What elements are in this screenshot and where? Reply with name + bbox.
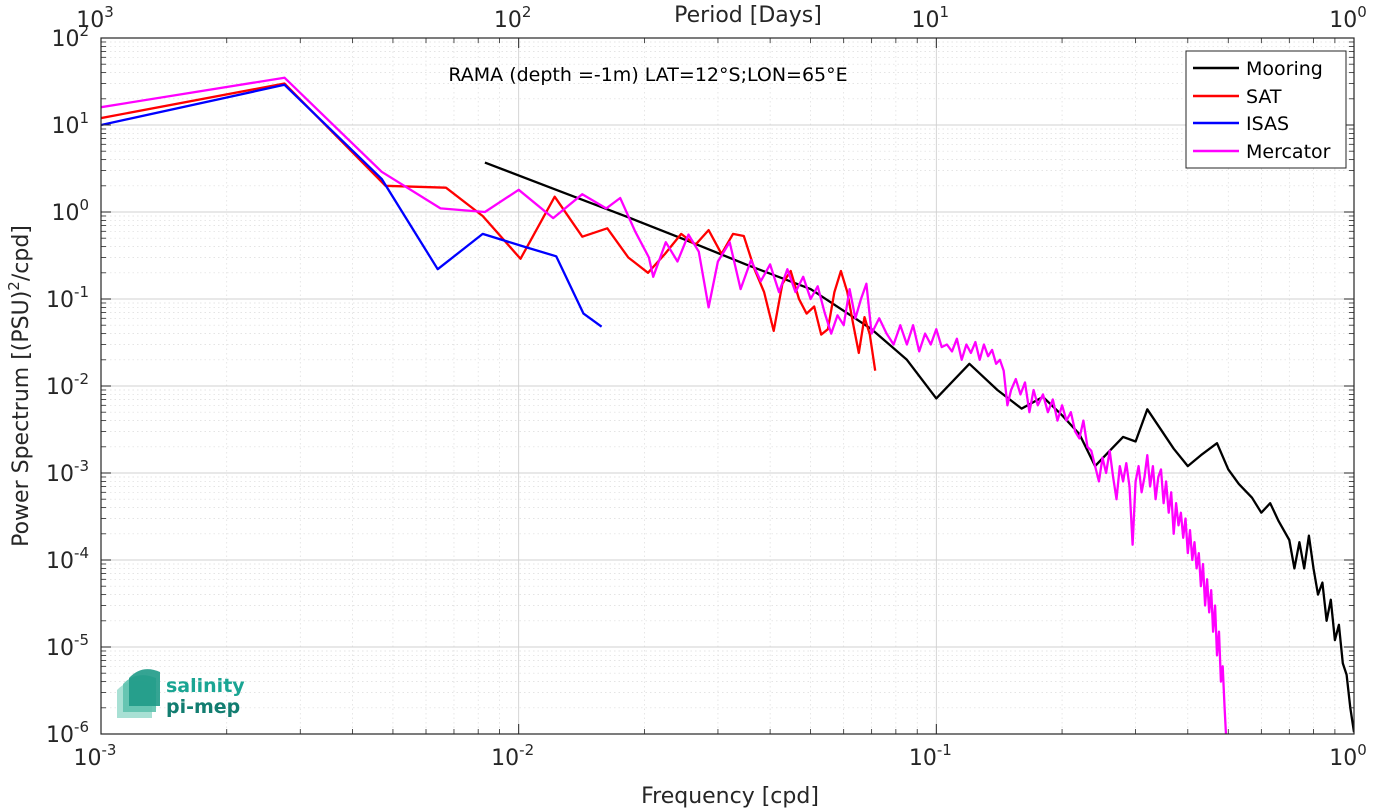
top-tick-label: 101 — [912, 3, 950, 33]
y-tick-label: 10-2 — [46, 370, 89, 400]
top-tick-label-base: 10 — [912, 8, 940, 33]
top-tick-label-exp: 1 — [940, 3, 950, 21]
x-tick-label-exp: -3 — [102, 741, 117, 759]
y-tick-label-base: 10 — [46, 549, 74, 574]
y-tick-label-exp: -6 — [74, 718, 89, 736]
legend-label-sat: SAT — [1246, 86, 1282, 108]
x-axis-label: Frequency [cpd] — [641, 784, 819, 809]
y-tick-label-base: 10 — [46, 375, 74, 400]
x-tick-label-exp: -2 — [519, 741, 534, 759]
salinity-pimep-logo: salinity pi-mep — [117, 669, 245, 718]
y-tick-label-base: 10 — [51, 27, 79, 52]
y-axis-label-sup: 2 — [5, 281, 23, 291]
series-line-mooring — [484, 161, 1354, 733]
top-tick-label-base: 10 — [494, 8, 522, 33]
y-tick-label: 10-4 — [46, 544, 89, 574]
y-tick-label: 10-6 — [46, 718, 89, 748]
x-tick-label-base: 10 — [909, 746, 937, 771]
x-tick-label: 10-3 — [74, 741, 117, 771]
series-line-isas — [101, 83, 603, 328]
x-tick-label: 10-1 — [909, 741, 952, 771]
top-axis-label: Period [Days] — [674, 3, 822, 28]
x-tick-label-base: 10 — [491, 746, 519, 771]
y-tick-label-base: 10 — [46, 288, 74, 313]
y-tick-label-exp: -4 — [74, 544, 89, 562]
axis-ticks — [100, 37, 1355, 735]
y-tick-label: 10-5 — [46, 631, 89, 661]
y-tick-label-exp: 0 — [79, 196, 89, 214]
logo-text-salinity: salinity — [166, 675, 245, 697]
y-tick-label-exp: -2 — [74, 370, 89, 388]
y-tick-label: 102 — [51, 22, 89, 52]
y-tick-label-exp: -5 — [74, 631, 89, 649]
legend-box — [1185, 50, 1347, 169]
y-tick-label: 100 — [51, 196, 89, 226]
logo-text-pimep: pi-mep — [166, 696, 240, 718]
x-tick-label-exp: -1 — [937, 741, 952, 759]
legend: Mooring SAT ISAS Mercator — [1185, 50, 1347, 169]
top-tick-label: 102 — [494, 3, 532, 33]
series-line-sat — [101, 82, 877, 371]
legend-label-mooring: Mooring — [1246, 58, 1323, 80]
y-axis-label-base: Power Spectrum [(PSU) — [9, 291, 34, 547]
series-layer — [101, 76, 1354, 734]
top-tick-label: 100 — [1329, 3, 1367, 33]
y-tick-label-base: 10 — [46, 723, 74, 748]
series-line-mercator — [101, 76, 1228, 734]
top-tick-label-exp: 2 — [522, 3, 532, 21]
legend-label-isas: ISAS — [1246, 113, 1289, 135]
y-tick-label-exp: 1 — [79, 109, 89, 127]
y-tick-label: 101 — [51, 109, 89, 139]
top-tick-label-base: 10 — [76, 8, 104, 33]
logo-waves-icon — [117, 669, 160, 718]
y-tick-label-exp: -3 — [74, 457, 89, 475]
y-axis-label: Power Spectrum [(PSU)2/cpd] — [5, 225, 34, 547]
y-tick-label-exp: -1 — [74, 283, 89, 301]
y-axis-label-tail: /cpd] — [9, 225, 34, 281]
y-tick-label: 10-1 — [46, 283, 89, 313]
x-tick-label-base: 10 — [74, 746, 102, 771]
y-tick-label-base: 10 — [51, 201, 79, 226]
y-tick-label-base: 10 — [46, 462, 74, 487]
y-tick-label-base: 10 — [46, 636, 74, 661]
top-tick-label-base: 10 — [1329, 8, 1357, 33]
chart-title: RAMA (depth =-1m) LAT=12°S;LON=65°E — [448, 64, 847, 86]
top-tick-label-exp: 0 — [1357, 3, 1367, 21]
top-tick-label: 103 — [76, 3, 114, 33]
x-tick-label-base: 10 — [1329, 746, 1357, 771]
x-tick-label: 100 — [1329, 741, 1367, 771]
legend-label-mercator: Mercator — [1246, 141, 1331, 163]
y-tick-label-base: 10 — [51, 114, 79, 139]
top-tick-label-exp: 3 — [104, 3, 114, 21]
x-tick-label-exp: 0 — [1357, 741, 1367, 759]
y-tick-label-exp: 2 — [79, 22, 89, 40]
x-tick-label: 10-2 — [491, 741, 534, 771]
y-tick-label: 10-3 — [46, 457, 89, 487]
